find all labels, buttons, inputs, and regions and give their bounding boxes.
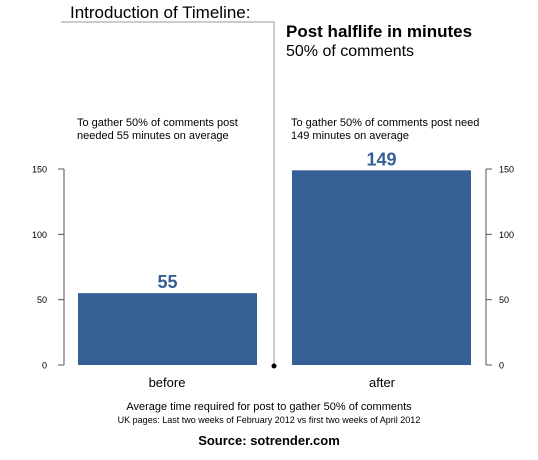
category-label-before: before bbox=[149, 375, 186, 390]
chart-subtitle: 50% of comments bbox=[286, 43, 415, 60]
footer-subcaption: UK pages: Last two weeks of February 201… bbox=[117, 415, 421, 425]
footer-caption: Average time required for post to gather… bbox=[126, 401, 412, 413]
y-tick-label-left-3: 150 bbox=[32, 165, 47, 175]
divider-dot bbox=[271, 363, 277, 369]
divider-line bbox=[61, 21, 275, 366]
bar-after bbox=[292, 170, 471, 365]
note-after: To gather 50% of comments post need 149 … bbox=[291, 117, 480, 142]
y-tick-label-right-0: 0 bbox=[499, 361, 504, 371]
chart-title: Post halflife in minutes bbox=[286, 22, 473, 41]
y-tick-label-left-0: 0 bbox=[42, 361, 47, 371]
y-tick-label-left-2: 100 bbox=[32, 230, 47, 240]
data-label-before: 55 bbox=[157, 272, 177, 292]
data-label-after: 149 bbox=[366, 149, 396, 169]
bar-before bbox=[78, 293, 257, 365]
y-tick-label-right-3: 150 bbox=[499, 165, 514, 175]
y-tick-label-right-2: 100 bbox=[499, 230, 514, 240]
intro-title: Introduction of Timeline: bbox=[70, 3, 251, 22]
category-label-after: after bbox=[369, 375, 396, 390]
y-tick-label-left-1: 50 bbox=[37, 295, 47, 305]
y-tick-label-right-1: 50 bbox=[499, 295, 509, 305]
note-before: To gather 50% of comments post needed 55… bbox=[77, 117, 238, 142]
footer-source: Source: sotrender.com bbox=[198, 433, 340, 448]
